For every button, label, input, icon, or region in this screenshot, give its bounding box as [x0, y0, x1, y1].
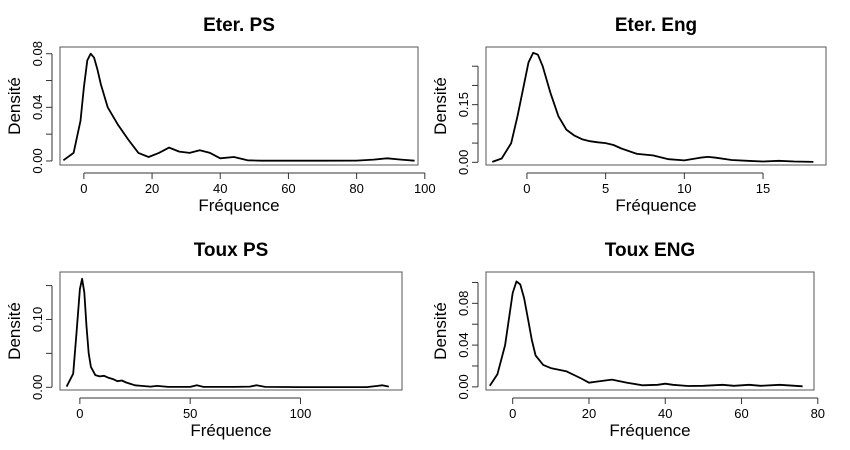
density-panel: Eter. Eng 0 5 10 15 0.00 0.15 Fréquence Densité [431, 15, 827, 215]
x-tick-label: 40 [213, 181, 227, 196]
x-tick-label: 0 [80, 181, 87, 196]
x-tick-label: 5 [602, 181, 609, 196]
plot-frame [59, 271, 403, 391]
x-tick-label: 15 [756, 181, 770, 196]
x-tick-label: 20 [145, 181, 159, 196]
density-curve [65, 277, 389, 389]
y-axis-label: Densité [431, 77, 450, 135]
x-tick-label: 60 [281, 181, 295, 196]
x-tick-label: 80 [811, 406, 825, 421]
x-tick-label: 10 [677, 181, 691, 196]
x-tick-label: 100 [290, 406, 312, 421]
x-axis-label: Fréquence [615, 196, 696, 215]
x-tick-label: 0 [523, 181, 530, 196]
x-tick-label: 60 [734, 406, 748, 421]
plot-frame [485, 46, 827, 166]
density-curve [489, 280, 803, 388]
plot-title: Eter. PS [203, 15, 275, 36]
y-tick-label: 0.08 [30, 41, 45, 66]
plot-frame [485, 271, 815, 391]
y-tick-label: 0.00 [30, 148, 45, 173]
y-tick-label: 0.00 [30, 375, 45, 400]
density-curve [62, 52, 415, 162]
y-axis-label: Densité [5, 302, 24, 360]
x-tick-label: 40 [658, 406, 672, 421]
y-tick-label: 0.00 [456, 150, 471, 175]
y-tick-label: 0.10 [30, 307, 45, 332]
plot-title: Toux ENG [605, 240, 695, 261]
x-tick-label: 100 [414, 181, 436, 196]
x-axis-label: Fréquence [198, 196, 279, 215]
y-axis-label: Densité [5, 77, 24, 135]
x-tick-label: 0 [509, 406, 516, 421]
density-panel: Toux PS 0 50 100 0.00 0.10 Fréquence Densité [5, 240, 403, 440]
y-tick-label: 0.00 [456, 374, 471, 399]
x-tick-label: 20 [582, 406, 596, 421]
x-tick-label: 0 [76, 406, 83, 421]
density-curve [491, 51, 814, 163]
y-tick-label: 0.08 [456, 291, 471, 316]
density-panel: Eter. PS 0 20 40 60 80 100 0.00 0.04 0.08 Fréquenc… [5, 15, 436, 215]
x-tick-label: 50 [183, 406, 197, 421]
plot-frame [59, 46, 419, 166]
y-tick-label: 0.04 [456, 332, 471, 357]
x-axis-label: Fréquence [609, 421, 690, 440]
x-axis-label: Fréquence [190, 421, 271, 440]
plot-title: Toux PS [194, 240, 269, 261]
y-axis-label: Densité [431, 302, 450, 360]
y-tick-label: 0.15 [456, 92, 471, 117]
y-tick-label: 0.04 [30, 95, 45, 120]
density-panel: Toux ENG 0 20 40 60 80 0.00 0.04 0.08 Fréquence De… [431, 240, 825, 440]
x-tick-label: 80 [349, 181, 363, 196]
plot-title: Eter. Eng [615, 15, 697, 36]
